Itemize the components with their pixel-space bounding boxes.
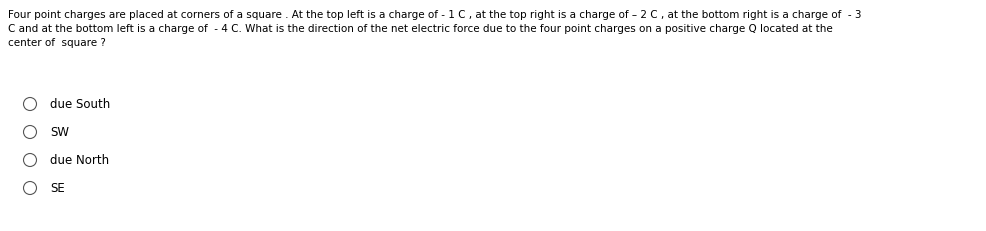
Text: due North: due North: [50, 154, 109, 167]
Circle shape: [24, 154, 36, 167]
Circle shape: [24, 126, 36, 139]
Text: due South: due South: [50, 98, 110, 111]
Text: C and at the bottom left is a charge of  - 4 C. What is the direction of the net: C and at the bottom left is a charge of …: [8, 24, 832, 34]
Circle shape: [24, 98, 36, 111]
Text: SE: SE: [50, 182, 65, 195]
Circle shape: [24, 182, 36, 195]
Text: center of  square ?: center of square ?: [8, 38, 106, 48]
Text: Four point charges are placed at corners of a square . At the top left is a char: Four point charges are placed at corners…: [8, 10, 861, 20]
Text: SW: SW: [50, 126, 69, 139]
